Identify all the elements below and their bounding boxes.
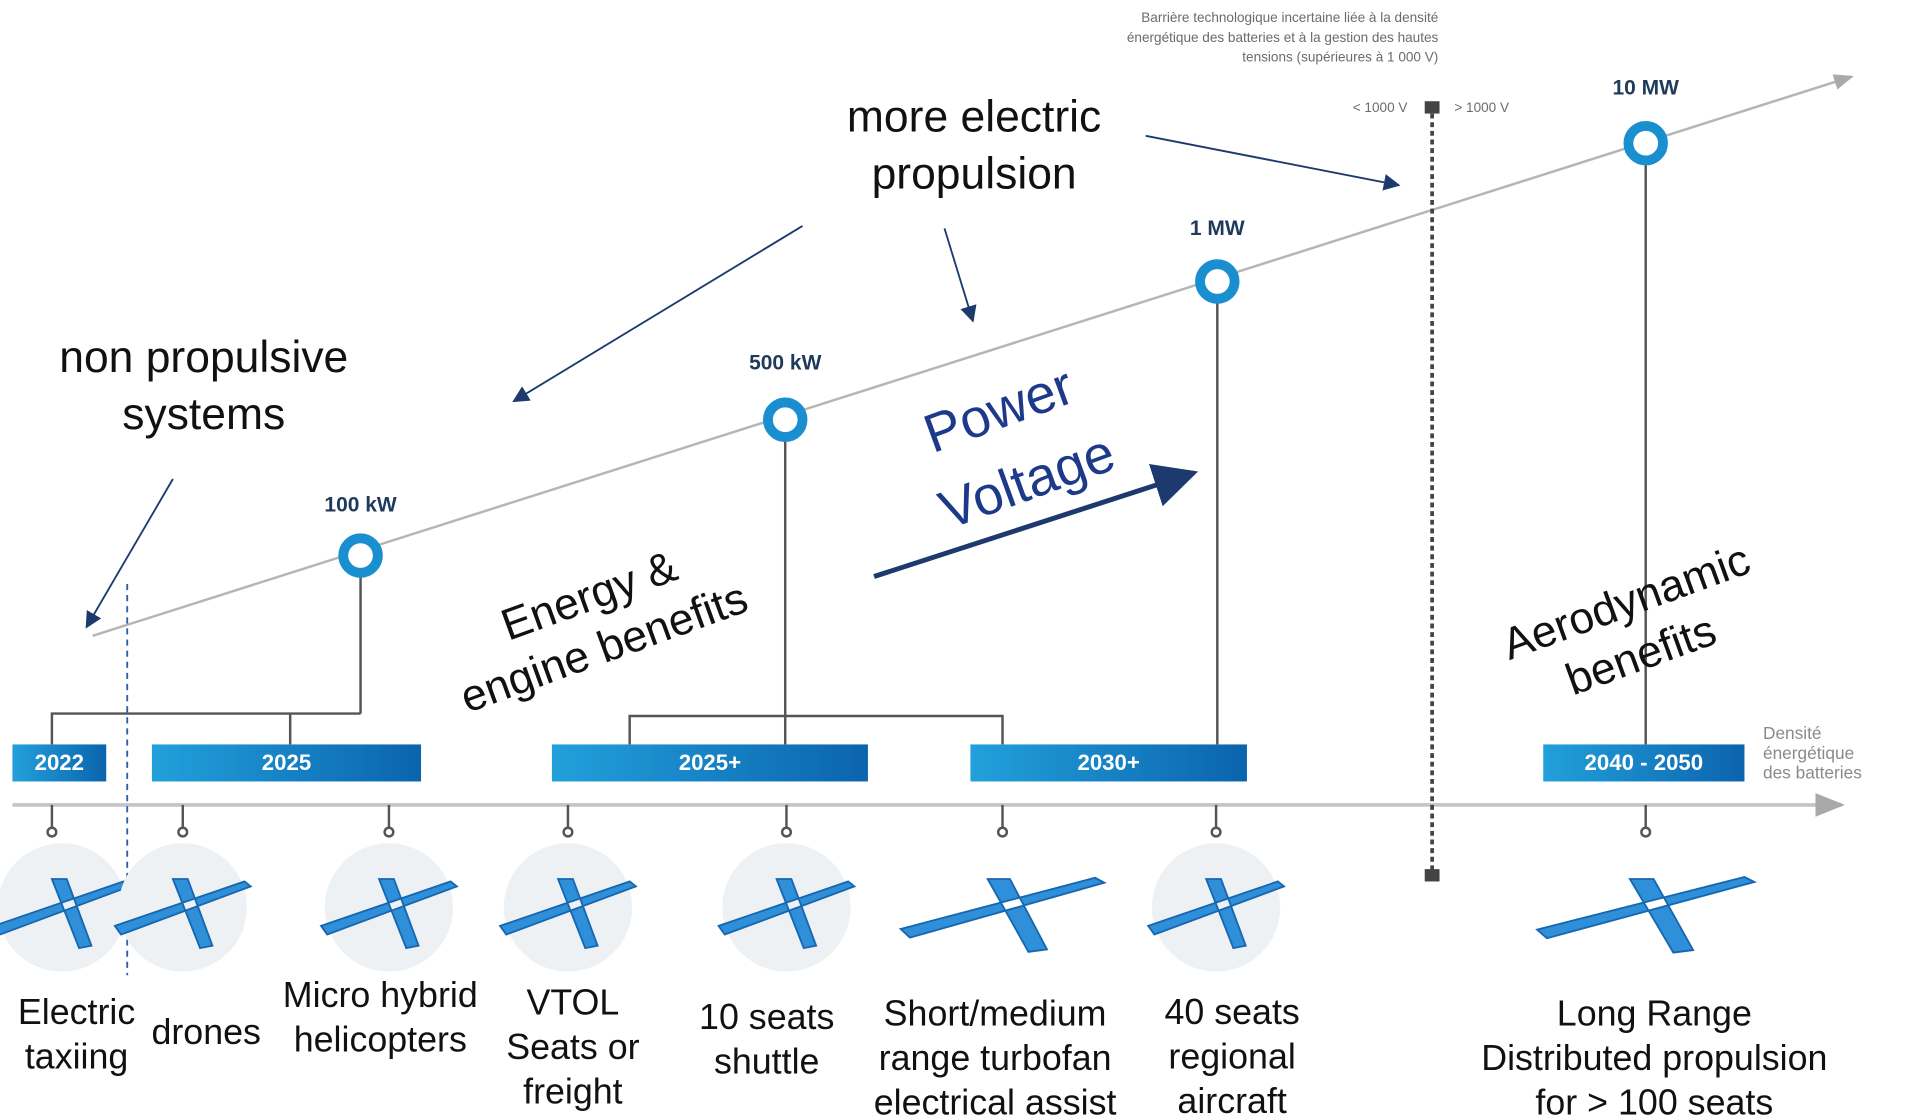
application-label: regional: [1168, 1037, 1295, 1077]
period-box: [551, 744, 868, 782]
application-label: Distributed propulsion: [1481, 1038, 1827, 1078]
barrier-note: énergétique des batteries et à la gestio…: [1127, 30, 1439, 45]
drop-dot: [1210, 826, 1222, 838]
period-label: 2022: [35, 750, 84, 775]
annotation: non propulsive: [59, 333, 348, 382]
period-box: [151, 744, 422, 782]
power-node: [1195, 259, 1240, 304]
aircraft-icon: [319, 878, 459, 950]
annotation: systems: [122, 390, 285, 439]
application-label: for > 100 seats: [1535, 1082, 1773, 1118]
annotation: more electric: [847, 92, 1101, 141]
period-box: [970, 744, 1247, 782]
application-label: range turbofan: [879, 1038, 1112, 1078]
period-label: 2025: [262, 750, 311, 775]
drop-dot: [177, 826, 189, 838]
power-label: 500 kW: [749, 352, 821, 375]
aircraft-icon: [113, 878, 253, 950]
aircraft-icon: [717, 878, 857, 950]
application-label: Seats or: [506, 1027, 639, 1067]
application-label: Micro hybrid: [283, 975, 478, 1015]
aircraft-icon: [498, 878, 638, 950]
application-label: 40 seats: [1164, 992, 1299, 1032]
power-label: 1 MW: [1190, 217, 1245, 240]
power-node: [1623, 120, 1668, 166]
application-label: 10 seats: [699, 997, 834, 1037]
application-label: electrical assist: [874, 1082, 1117, 1118]
axis-label: des batteries: [1763, 763, 1862, 783]
barrier-bottom: [1424, 869, 1440, 882]
arrow: [1145, 134, 1401, 191]
barrier-note: Barrière technologique incertaine liée à…: [1141, 10, 1438, 25]
application-label: shuttle: [714, 1042, 819, 1082]
aircraft-icon: [1535, 876, 1757, 954]
power-label: 10 MW: [1612, 76, 1679, 99]
power-axis: [92, 74, 1854, 637]
axis-label: énergétique: [1763, 743, 1854, 763]
drop-dot: [996, 826, 1009, 838]
voltage-above: > 1000 V: [1454, 100, 1509, 115]
power-label: 100 kW: [324, 494, 396, 517]
voltage-below: < 1000 V: [1353, 100, 1408, 115]
power-node: [338, 533, 383, 578]
power-node: [763, 397, 808, 442]
barrier-top: [1424, 101, 1440, 114]
drop-dot: [383, 826, 395, 838]
scaffold: [12, 74, 1854, 976]
application-label: taxiing: [25, 1037, 128, 1077]
period-label: 2025+: [679, 750, 741, 775]
period-box: [1543, 744, 1745, 782]
power-arrow: [873, 464, 1199, 579]
application-label: drones: [151, 1012, 260, 1052]
period-box: [12, 744, 107, 782]
application-label: Long Range: [1557, 993, 1752, 1033]
barrier-note: tensions (supérieures à 1 000 V): [1242, 50, 1438, 65]
axis-label: Densité: [1763, 723, 1822, 743]
arrow: [943, 228, 977, 323]
brackets: [50, 143, 1647, 745]
application-label: VTOL: [526, 982, 619, 1022]
period-label: 2030+: [1077, 750, 1139, 775]
application-label: freight: [523, 1071, 623, 1111]
arrow: [85, 478, 174, 629]
period-label: 2040 - 2050: [1585, 750, 1704, 775]
application-label: Electric: [18, 992, 135, 1032]
drop-dot: [780, 826, 793, 838]
application-label: aircraft: [1177, 1081, 1286, 1118]
aircraft-icon: [898, 876, 1107, 953]
application-label: helicopters: [294, 1019, 467, 1059]
drop-dot: [562, 826, 574, 838]
drop-dot: [1640, 826, 1652, 838]
drop-dot: [46, 826, 58, 838]
annotation: propulsion: [872, 149, 1077, 198]
application-label: Short/medium: [884, 993, 1107, 1033]
arrow: [512, 225, 803, 403]
aircraft-icon: [1146, 878, 1286, 950]
